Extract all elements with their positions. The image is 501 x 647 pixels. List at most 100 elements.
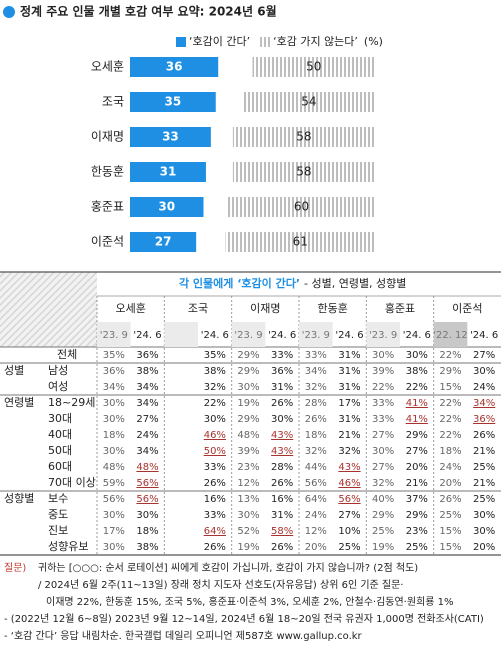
- period-bg: [97, 322, 131, 347]
- table-cell: 15%: [439, 382, 461, 393]
- table-cell: 50%: [204, 446, 226, 457]
- table-cell: 34%: [136, 446, 158, 457]
- table-cell: 26%: [439, 494, 461, 505]
- period-header: '23. 9: [100, 330, 128, 341]
- value-label: 36: [166, 60, 183, 74]
- table-cell: 31%: [338, 366, 360, 377]
- column-header: 홍준표: [385, 301, 415, 315]
- table-cell: 15%: [439, 526, 461, 537]
- table-cell: 20%: [305, 542, 327, 553]
- table-cell: 30%: [103, 398, 125, 409]
- row-label: 여성: [48, 380, 68, 393]
- period-bg: [366, 322, 400, 347]
- category-label: 오세훈: [91, 60, 124, 74]
- table-cell: 56%: [305, 478, 327, 489]
- period-bg: [231, 322, 266, 347]
- table-corner: [0, 272, 97, 347]
- value-label: 35: [165, 95, 182, 109]
- bar-positive: [130, 232, 197, 252]
- value-label: 58: [296, 130, 311, 144]
- table-cell: 33%: [305, 350, 327, 361]
- table-cell: 25%: [338, 542, 360, 553]
- table-cell: 28%: [271, 462, 293, 473]
- period-bg: [299, 322, 333, 347]
- table-cell: 56%: [136, 478, 158, 489]
- table-cell: 30%: [136, 510, 158, 521]
- table-cell: 27%: [406, 446, 428, 457]
- table-cell: 34%: [473, 398, 495, 409]
- table-cell: 30%: [406, 350, 428, 361]
- table-cell: 39%: [237, 446, 259, 457]
- table-cell: 32%: [338, 446, 360, 457]
- table-cell: 24%: [136, 430, 158, 441]
- table-cell: 22%: [204, 398, 226, 409]
- row-label: 전체: [57, 348, 77, 361]
- bar-negative: [252, 57, 375, 77]
- table-cell: 17%: [338, 398, 360, 409]
- table-cell: 44%: [305, 462, 327, 473]
- table-cell: 33%: [372, 414, 394, 425]
- table-cell: 29%: [237, 350, 259, 361]
- chart-title: 정계 주요 인물 개별 호감 여부 요약: 2024년 6월: [20, 4, 277, 19]
- table-cell: 27%: [136, 414, 158, 425]
- table-cell: 12%: [305, 526, 327, 537]
- bar-positive: [130, 197, 204, 217]
- table-cell: 34%: [136, 398, 158, 409]
- table-cell: 56%: [136, 494, 158, 505]
- table-cell: 26%: [271, 398, 293, 409]
- table-cell: 23%: [406, 526, 428, 537]
- period-header: '24. 6: [201, 330, 229, 341]
- table-cell: 30%: [271, 414, 293, 425]
- note-line: 이재명 22%, 한동훈 15%, 조국 5%, 홍준표·이준석 3%, 오세훈…: [46, 595, 454, 608]
- table-cell: 10%: [338, 526, 360, 537]
- table-cell: 34%: [136, 382, 158, 393]
- table-cell: 30%: [237, 382, 259, 393]
- table-cell: 29%: [372, 510, 394, 521]
- title-bullet: [3, 6, 15, 18]
- table-cell: 48%: [103, 462, 125, 473]
- period-header: '24. 6: [133, 330, 161, 341]
- period-header: '23. 9: [369, 330, 397, 341]
- table-cell: 30%: [103, 542, 125, 553]
- table-cell: 43%: [338, 462, 360, 473]
- table-cell: 18%: [103, 430, 125, 441]
- table-cell: 29%: [439, 366, 461, 377]
- table-cell: 41%: [406, 398, 428, 409]
- table-cell: 33%: [271, 350, 293, 361]
- table-cell: 20%: [473, 542, 495, 553]
- table-cell: 20%: [406, 462, 428, 473]
- table-cell: 25%: [473, 494, 495, 505]
- value-label: 33: [162, 130, 179, 144]
- table-cell: 26%: [473, 430, 495, 441]
- row-label: 남성: [48, 364, 68, 377]
- table-cell: 29%: [406, 430, 428, 441]
- group-label: 성별: [4, 364, 24, 377]
- table-cell: 12%: [237, 478, 259, 489]
- table-cell: 16%: [271, 494, 293, 505]
- bar-positive: [130, 127, 211, 147]
- table-cell: 15%: [439, 542, 461, 553]
- bar-negative: [228, 197, 375, 217]
- table-cell: 48%: [136, 462, 158, 473]
- table-cell: 27%: [338, 510, 360, 521]
- row-label: 진보: [48, 524, 68, 537]
- table-cell: 35%: [103, 350, 125, 361]
- note-line: / 2024년 6월 2주(11~13일) 장래 정치 지도자 선호도(자유응답…: [38, 578, 403, 591]
- bar-positive: [130, 57, 219, 77]
- table-cell: 31%: [271, 382, 293, 393]
- table-cell: 36%: [473, 414, 495, 425]
- period-header: '24. 6: [470, 330, 498, 341]
- table-cell: 22%: [439, 430, 461, 441]
- table-cell: 40%: [372, 494, 394, 505]
- table-cell: 43%: [271, 430, 293, 441]
- table-cell: 27%: [372, 462, 394, 473]
- table-cell: 46%: [338, 478, 360, 489]
- table-cell: 29%: [237, 414, 259, 425]
- period-header: '24. 6: [403, 330, 431, 341]
- table-cell: 33%: [204, 510, 226, 521]
- legend-swatch: [176, 37, 186, 47]
- row-label: 30대: [48, 412, 72, 425]
- table-cell: 19%: [372, 542, 394, 553]
- table-cell: 26%: [305, 414, 327, 425]
- table-cell: 43%: [271, 446, 293, 457]
